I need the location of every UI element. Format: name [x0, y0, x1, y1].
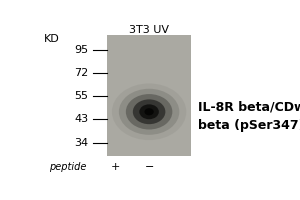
- Ellipse shape: [139, 104, 159, 119]
- Text: +: +: [111, 162, 120, 172]
- Text: 95: 95: [74, 45, 89, 55]
- Text: 43: 43: [74, 114, 89, 124]
- Text: 3T3 UV: 3T3 UV: [129, 25, 169, 35]
- Ellipse shape: [145, 108, 154, 115]
- Ellipse shape: [126, 94, 172, 129]
- Text: 55: 55: [75, 91, 89, 101]
- Bar: [107, 35, 191, 156]
- Text: −: −: [144, 162, 154, 172]
- Text: KD: KD: [44, 34, 59, 44]
- Ellipse shape: [112, 83, 186, 140]
- Text: 72: 72: [74, 68, 89, 78]
- Text: peptide: peptide: [49, 162, 86, 172]
- Text: 34: 34: [74, 138, 89, 148]
- Ellipse shape: [119, 89, 179, 135]
- Text: IL-8R beta/CDw128
beta (pSer347): IL-8R beta/CDw128 beta (pSer347): [198, 101, 300, 132]
- Ellipse shape: [133, 99, 165, 124]
